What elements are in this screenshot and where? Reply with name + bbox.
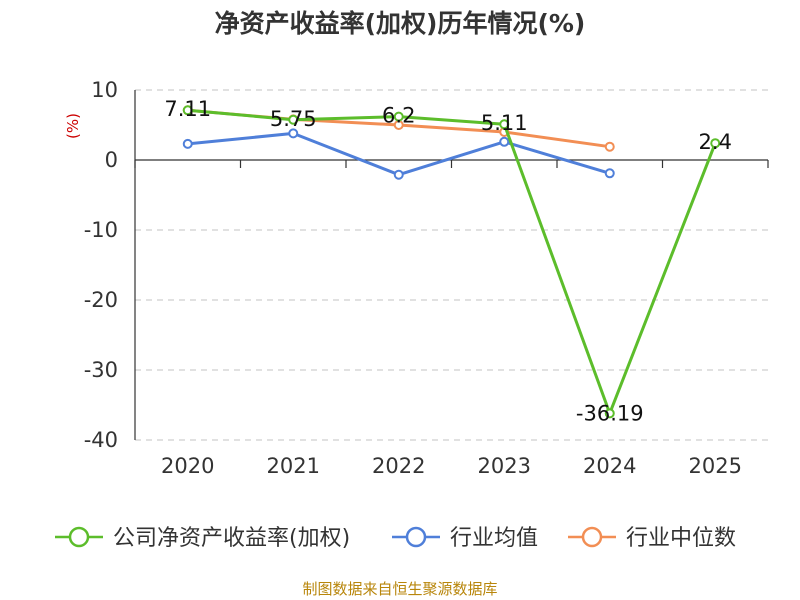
- data-point: [499, 136, 510, 147]
- data-point: [710, 138, 721, 149]
- y-axis-unit-label: (%): [64, 113, 82, 139]
- legend: 公司净资产收益率(加权) 行业均值 行业中位数: [55, 526, 736, 551]
- x-tick-label: 2024: [583, 454, 636, 478]
- series-line: [187, 131, 611, 177]
- data-point: [288, 114, 299, 125]
- series-lines: [182, 105, 721, 419]
- legend-marker-icon: [405, 526, 427, 548]
- data-point: [288, 128, 299, 139]
- data-label: 6.2: [382, 104, 415, 128]
- legend-item[interactable]: 公司净资产收益率(加权): [55, 526, 350, 551]
- x-tick-label: 2021: [267, 454, 320, 478]
- axes: 10 0 -10 -20 -30 -40 2020 2021 2022 2023 2024 2025: [84, 78, 769, 478]
- legend-label: 行业均值: [450, 526, 538, 551]
- data-label: 5.11: [481, 111, 528, 135]
- legend-marker-icon: [68, 526, 90, 548]
- source-note: 制图数据来自恒生聚源数据库: [302, 580, 497, 598]
- grid-lines: [135, 89, 768, 441]
- data-label: -36.19: [576, 401, 644, 425]
- data-label: 7.11: [164, 97, 211, 121]
- data-labels: 7.11 5.75 6.2 5.11 -36.19 2.4: [164, 97, 732, 425]
- data-point: [182, 105, 193, 116]
- y-tick-label: 0: [105, 148, 118, 172]
- x-tick-label: 2025: [689, 454, 742, 478]
- legend-marker-icon: [581, 526, 603, 548]
- x-tick-label: 2020: [161, 454, 214, 478]
- data-point: [499, 119, 510, 130]
- y-tick-label: -40: [84, 428, 118, 452]
- y-tick-label: -30: [84, 358, 118, 382]
- data-point: [393, 111, 404, 122]
- data-point: [604, 141, 615, 152]
- data-point: [393, 169, 404, 180]
- data-point: [182, 138, 193, 149]
- y-tick-label: -10: [84, 218, 118, 242]
- y-tick-label: -20: [84, 288, 118, 312]
- chart-title: 净资产收益率(加权)历年情况(%): [215, 9, 586, 38]
- legend-label: 行业中位数: [626, 526, 736, 551]
- legend-item[interactable]: 行业中位数: [568, 526, 736, 551]
- y-tick-label: 10: [91, 78, 118, 102]
- x-tick-label: 2023: [478, 454, 531, 478]
- series-line: [187, 108, 717, 415]
- legend-item[interactable]: 行业均值: [392, 526, 538, 551]
- data-label: 5.75: [270, 107, 317, 131]
- x-tick-label: 2022: [372, 454, 425, 478]
- data-point: [604, 168, 615, 179]
- data-label: 2.4: [699, 130, 732, 154]
- data-point: [604, 408, 615, 419]
- legend-label: 公司净资产收益率(加权): [113, 526, 350, 551]
